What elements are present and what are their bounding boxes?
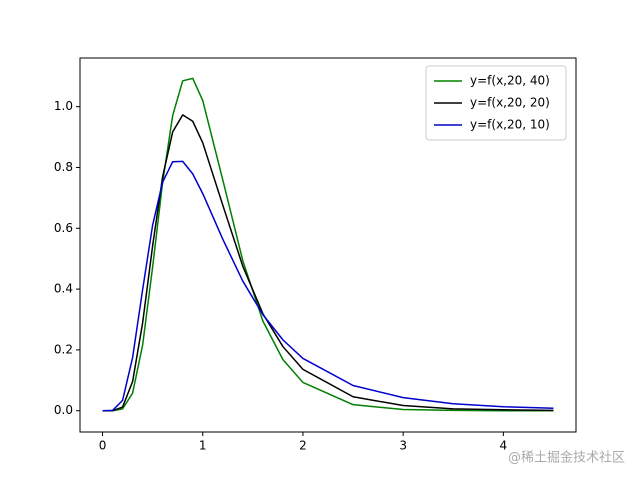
x-tick-label: 1 [199,439,207,453]
legend-label: y=f(x,20, 20) [470,96,550,110]
line-series [102,77,554,412]
y-tick-label: 1.0 [54,99,73,113]
x-tick-label: 3 [399,439,407,453]
x-tick-label: 0 [99,439,107,453]
legend-label: y=f(x,20, 40) [470,74,550,88]
watermark: @稀土掘金技术社区 [508,450,625,466]
y-tick-label: 0.2 [54,342,73,356]
x-tick-label: 4 [500,439,508,453]
x-tick-label: 2 [299,439,307,453]
y-tick-label: 0.8 [54,160,73,174]
line-series [102,114,554,412]
y-tick-label: 0.6 [54,221,73,235]
legend-label: y=f(x,20, 10) [470,118,550,132]
axes-frame [79,57,577,433]
y-tick-label: 0.0 [54,403,73,417]
y-tick-label: 0.4 [54,282,73,296]
legend-box [425,65,567,141]
line-series [102,160,554,412]
